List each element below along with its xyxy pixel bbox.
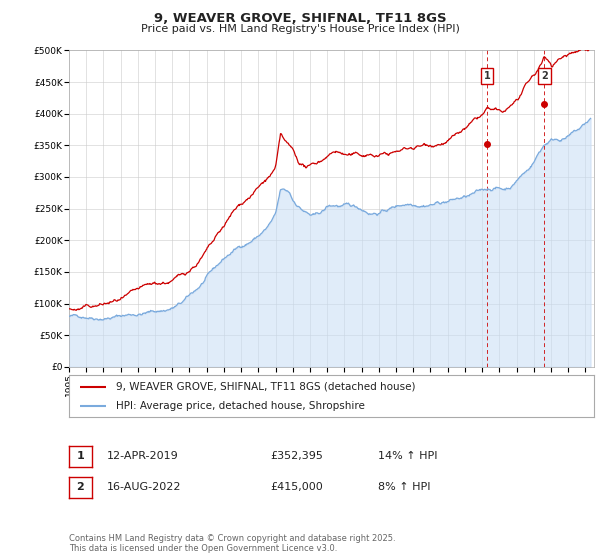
Text: 1: 1 bbox=[484, 71, 490, 81]
Text: £415,000: £415,000 bbox=[270, 482, 323, 492]
Text: 14% ↑ HPI: 14% ↑ HPI bbox=[378, 451, 437, 461]
Text: 2: 2 bbox=[77, 482, 84, 492]
Text: HPI: Average price, detached house, Shropshire: HPI: Average price, detached house, Shro… bbox=[116, 401, 365, 411]
Text: 2: 2 bbox=[541, 71, 548, 81]
Text: £352,395: £352,395 bbox=[270, 451, 323, 461]
Text: 1: 1 bbox=[77, 451, 84, 461]
Text: Price paid vs. HM Land Registry's House Price Index (HPI): Price paid vs. HM Land Registry's House … bbox=[140, 24, 460, 34]
Text: 8% ↑ HPI: 8% ↑ HPI bbox=[378, 482, 431, 492]
Text: 16-AUG-2022: 16-AUG-2022 bbox=[107, 482, 181, 492]
Text: 9, WEAVER GROVE, SHIFNAL, TF11 8GS (detached house): 9, WEAVER GROVE, SHIFNAL, TF11 8GS (deta… bbox=[116, 381, 416, 391]
Text: 9, WEAVER GROVE, SHIFNAL, TF11 8GS: 9, WEAVER GROVE, SHIFNAL, TF11 8GS bbox=[154, 12, 446, 25]
Text: Contains HM Land Registry data © Crown copyright and database right 2025.
This d: Contains HM Land Registry data © Crown c… bbox=[69, 534, 395, 553]
Text: 12-APR-2019: 12-APR-2019 bbox=[107, 451, 179, 461]
